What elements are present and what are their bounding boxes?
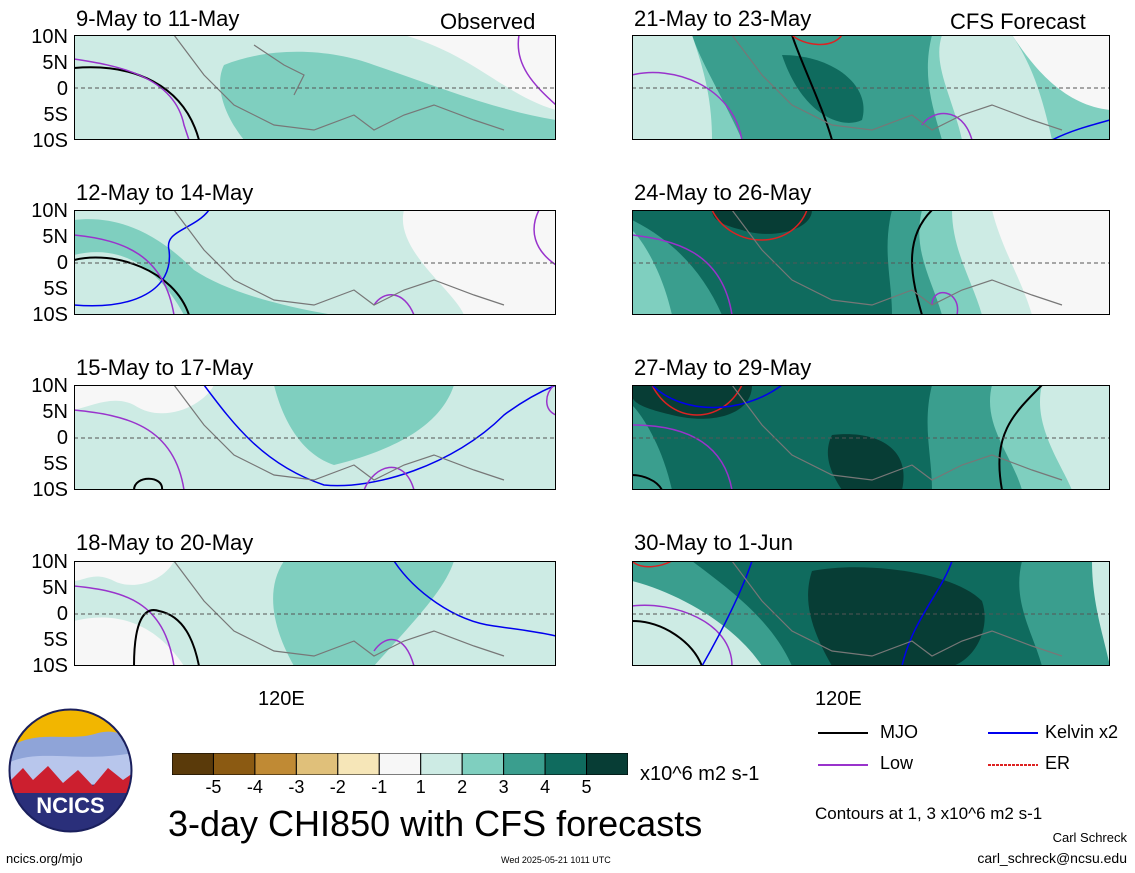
colorbar-tick-label: 2 [457,777,468,797]
colorbar-swatch [586,753,628,775]
map-panel-8 [632,561,1110,666]
panel-title: 24-May to 26-May [634,180,812,205]
map-panel-5 [74,385,556,490]
colorbar-swatch [420,753,463,775]
low-line-icon [818,764,868,766]
map-panel-4 [632,210,1110,315]
y-tick: 0 [56,427,68,449]
author-email[interactable]: carl_schreck@ncsu.edu [977,850,1127,866]
y-tick: 5S [43,278,68,300]
colorbar-tick-label: -1 [371,777,388,797]
y-tick: 5N [42,226,68,248]
panel-tag: CFS Forecast [950,9,1086,34]
ncics-logo: NCICS [8,708,133,833]
y-tick: 5N [42,52,68,74]
y-tick: 0 [56,78,68,100]
panel-title: 30-May to 1-Jun [634,530,793,555]
colorbar-tick-label: -2 [329,777,346,797]
panel-title: 21-May to 23-May [634,6,812,31]
x-tick-left: 120E [258,688,305,710]
colorbar-tick-label: 1 [415,777,426,797]
y-tick: 10N [31,26,68,48]
er-line-icon [988,764,1038,766]
legend-er: ER [1045,753,1071,773]
colorbar-swatch [254,753,297,775]
legend-kelvin: Kelvin x2 [1045,722,1119,742]
map-panel-7 [74,561,556,666]
colorbar [172,753,628,775]
colorbar-tick-label: 5 [581,777,592,797]
colorbar-units: x10^6 m2 s-1 [640,763,760,785]
panel-title: 27-May to 29-May [634,355,812,380]
y-tick: 0 [56,603,68,625]
y-tick: 10S [32,130,68,152]
colorbar-swatch [378,753,422,775]
colorbar-tick-label: 3 [498,777,509,797]
mjo-line-icon [818,732,868,734]
main-title: 3-day CHI850 with CFS forecasts [168,803,703,844]
map-panel-2 [632,35,1110,140]
colorbar-swatch [503,753,546,775]
map-panel-6 [632,385,1110,490]
y-tick: 5N [42,577,68,599]
author: Carl Schreck [1052,830,1127,845]
colorbar-swatch [295,753,339,775]
y-tick: 10S [32,479,68,501]
y-tick: 0 [56,252,68,274]
colorbar-swatch [337,753,380,775]
y-tick: 5S [43,629,68,651]
y-tick: 10N [31,375,68,397]
map-panel-1 [74,35,556,140]
colorbar-tick-label: -3 [288,777,305,797]
colorbar-tick-label: -5 [205,777,222,797]
y-tick: 5S [43,104,68,126]
y-tick: 10N [31,200,68,222]
colorbar-swatch [212,753,256,775]
panel-title: 18-May to 20-May [76,530,254,555]
logo-text: NCICS [36,793,104,818]
y-tick: 10S [32,655,68,677]
y-tick: 10N [31,551,68,573]
contours-note: Contours at 1, 3 x10^6 m2 s-1 [815,804,1043,823]
panel-title: 12-May to 14-May [76,180,254,205]
colorbar-tick-label: 4 [540,777,551,797]
panel-title: 9-May to 11-May [76,6,240,31]
colorbar-swatch [461,753,505,775]
panel-title: 15-May to 17-May [76,355,254,380]
kelvin-line-icon [988,732,1038,734]
colorbar-tick-label: -4 [246,777,263,797]
colorbar-swatch [544,753,588,775]
legend-low: Low [880,753,914,773]
site-link[interactable]: ncics.org/mjo [6,851,83,866]
x-tick-right: 120E [815,688,862,710]
colorbar-swatch [172,753,214,775]
y-tick: 5N [42,401,68,423]
panel-tag: Observed [440,9,536,34]
timestamp: Wed 2025-05-21 1011 UTC [501,855,611,865]
map-panel-3 [74,210,556,315]
y-tick: 10S [32,304,68,326]
y-tick: 5S [43,453,68,475]
legend-mjo: MJO [880,722,918,742]
